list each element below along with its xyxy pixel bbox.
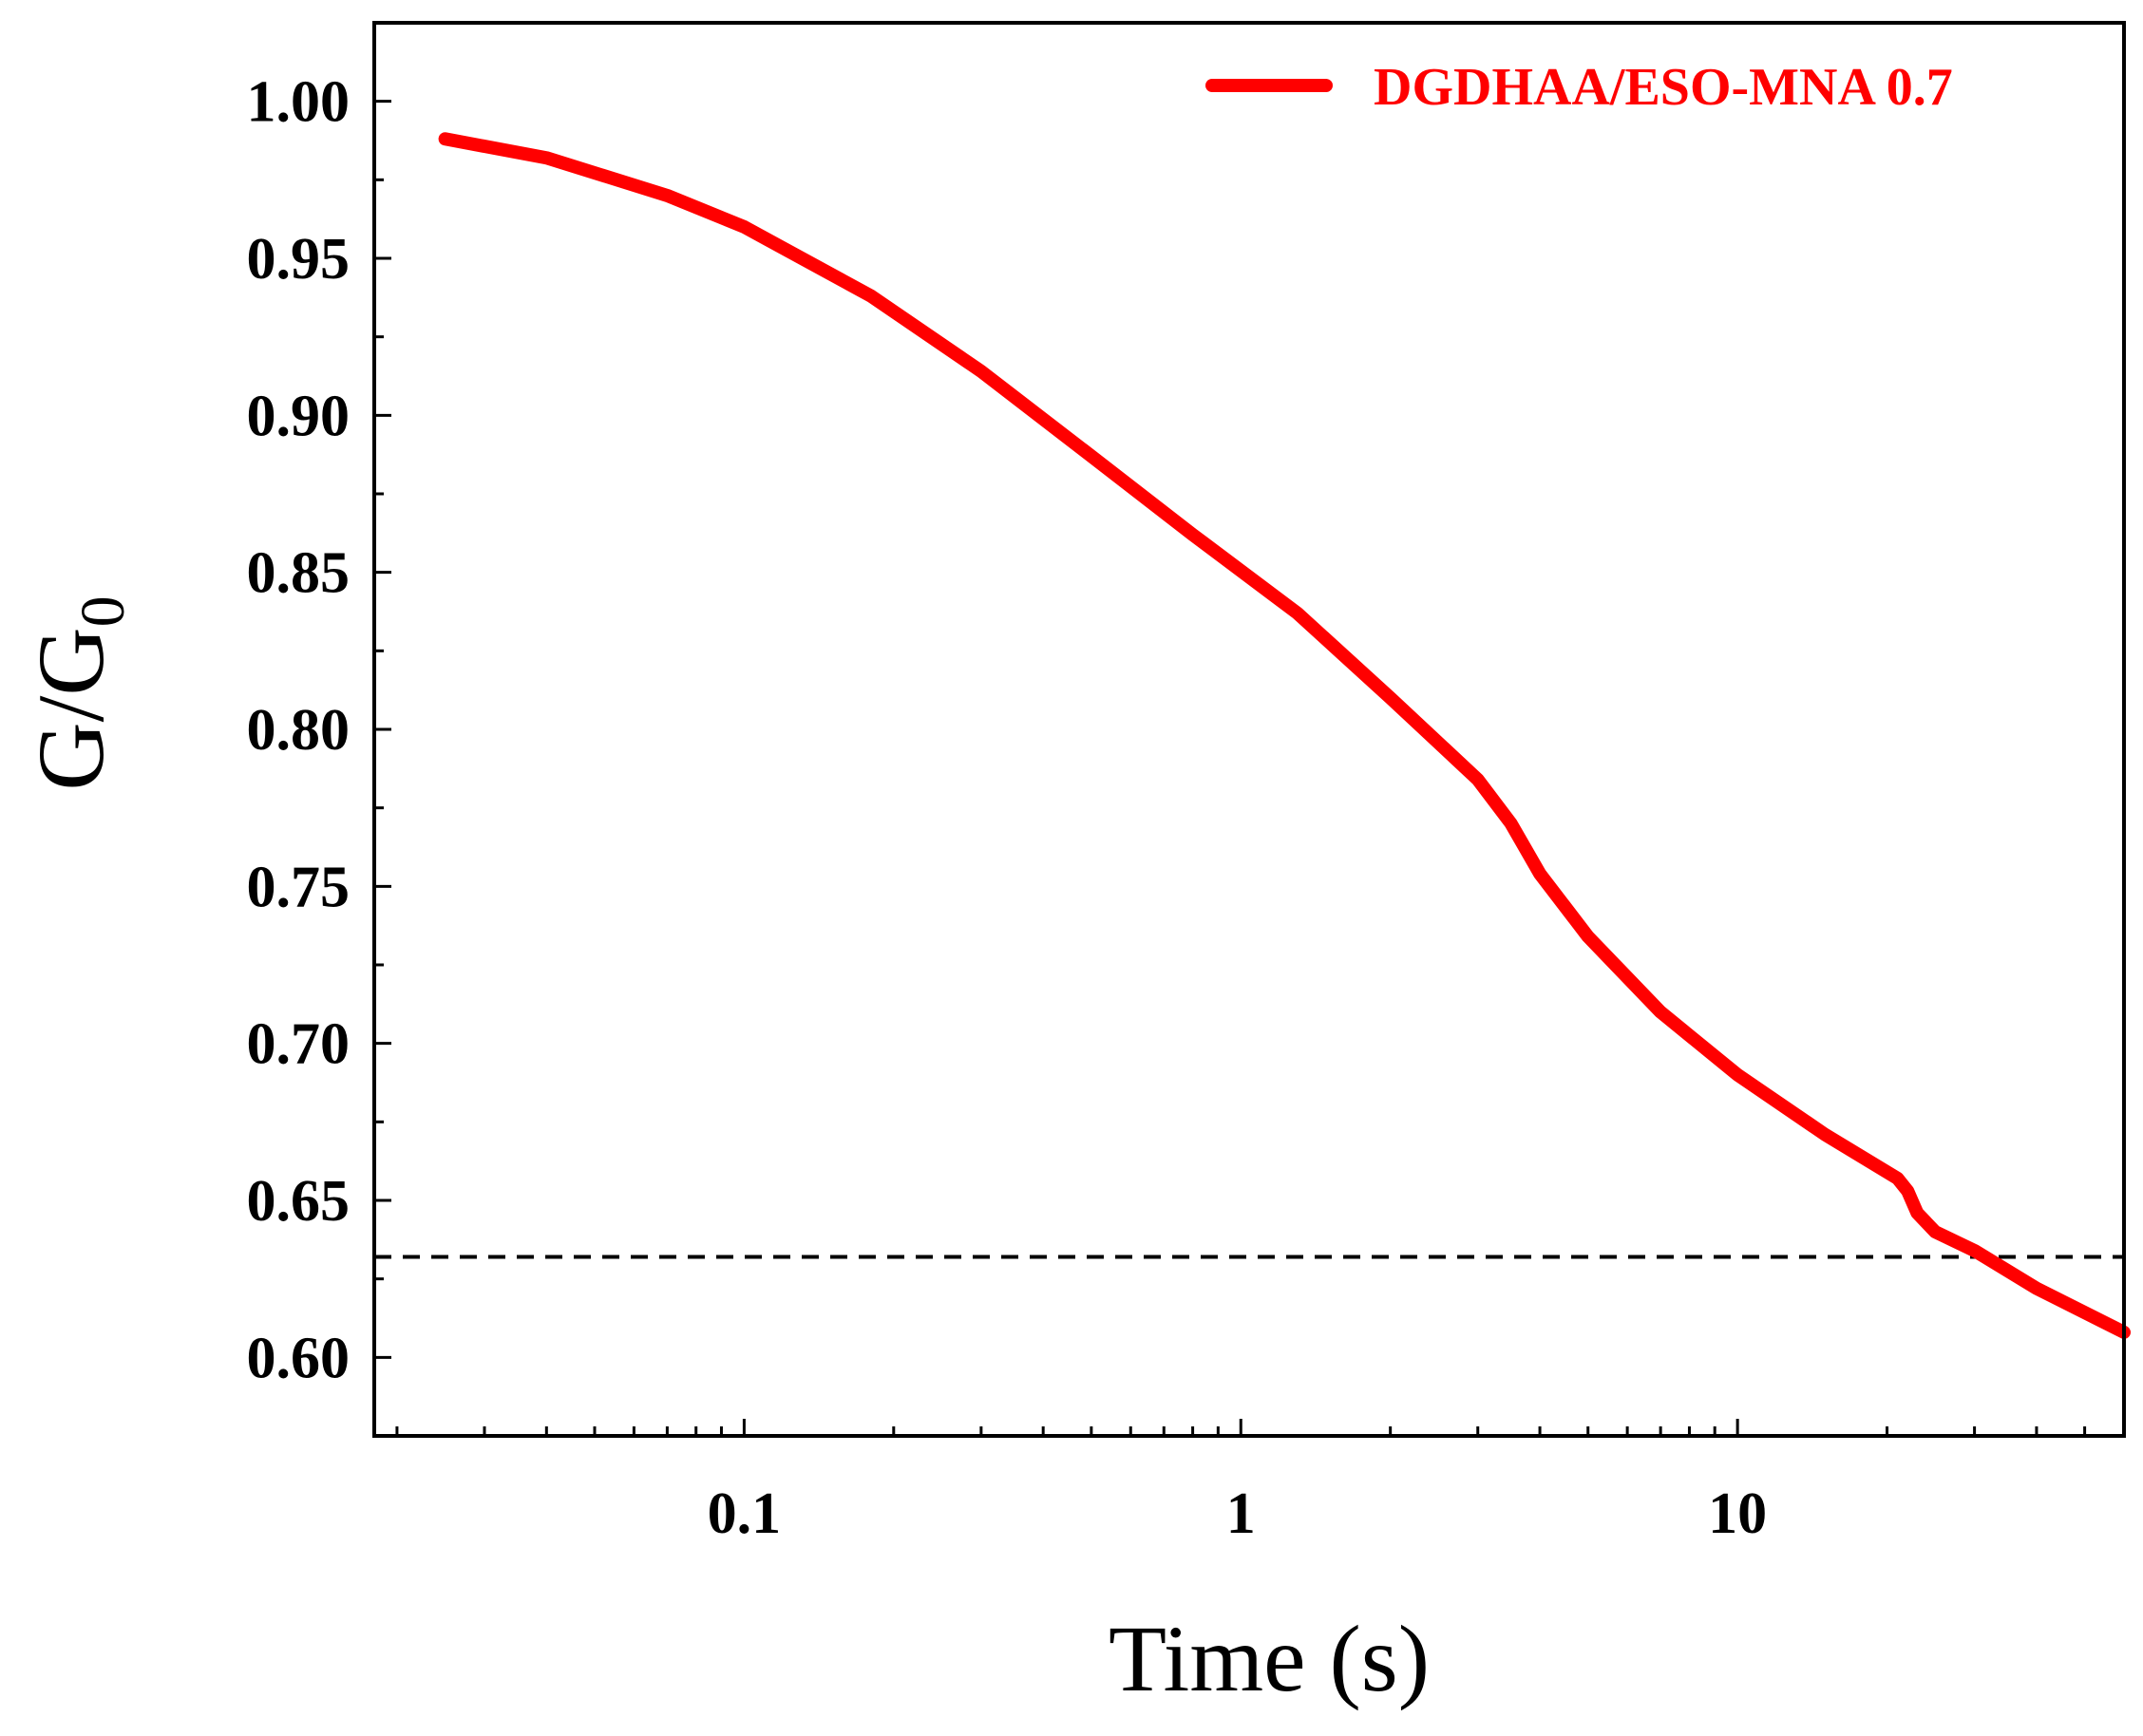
legend-label: DGDHAA/ESO-MNA 0.7 bbox=[1374, 58, 1953, 117]
x-tick-label: 10 bbox=[1708, 1481, 1767, 1546]
plot-frame bbox=[372, 21, 2126, 1438]
y-tick-label: 0.70 bbox=[247, 1012, 351, 1077]
y-tick-label: 0.60 bbox=[247, 1326, 351, 1390]
y-tick-label: 0.90 bbox=[247, 384, 351, 448]
y-tick-label: 0.75 bbox=[247, 855, 351, 919]
y-tick-label: 0.85 bbox=[247, 541, 351, 606]
y-axis-title: G/G0 bbox=[18, 595, 138, 790]
x-tick-label: 1 bbox=[1226, 1481, 1256, 1546]
series-line bbox=[438, 132, 2131, 1339]
y-tick-label: 0.65 bbox=[247, 1169, 351, 1234]
x-axis-title: Time (s) bbox=[1109, 1606, 1430, 1711]
x-tick-label: 0.1 bbox=[708, 1481, 782, 1546]
y-axis-title-subscript: 0 bbox=[68, 595, 138, 627]
y-tick-label: 0.80 bbox=[247, 698, 351, 763]
y-tick-label: 0.95 bbox=[247, 227, 351, 292]
y-tick-label: 1.00 bbox=[247, 70, 351, 135]
svg-text:G/G0: G/G0 bbox=[18, 595, 138, 790]
y-axis-title-main: G/G bbox=[18, 627, 123, 790]
